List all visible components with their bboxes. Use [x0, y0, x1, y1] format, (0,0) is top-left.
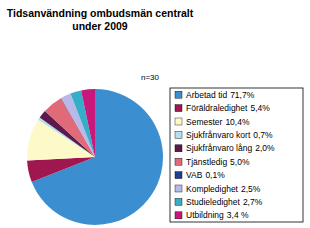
legend-swatch: [175, 105, 182, 112]
legend-entry: Sjukfrånvaro lång2,0%: [186, 143, 275, 153]
legend-entry: Studieledighet2,7%: [186, 197, 263, 207]
legend-swatch: [175, 158, 182, 165]
title-line: Tidsanvändning ombudsmän centralt: [7, 7, 194, 19]
legend-label: Tjänstledig: [186, 157, 227, 167]
legend-swatch: [175, 185, 182, 192]
legend-swatch: [175, 212, 182, 219]
legend-frame: [170, 88, 303, 222]
pie-slice: [27, 157, 95, 182]
legend-label: Studieledighet: [186, 197, 241, 207]
legend-value: 2,5%: [241, 184, 261, 194]
legend-label: Semester: [186, 117, 223, 127]
legend-value: 5,0%: [230, 157, 250, 167]
legend-value: 2,0%: [255, 143, 275, 153]
legend: Arbetad tid71,7%Föräldraledighet5,4%Seme…: [170, 88, 303, 222]
legend-label: Sjukfrånvaro kort: [186, 130, 251, 140]
legend-value: 0,1%: [205, 170, 225, 180]
legend-label: VAB: [186, 170, 203, 180]
legend-swatch: [175, 172, 182, 179]
title-line: under 2009: [72, 20, 128, 32]
legend-label: Kompledighet: [186, 184, 239, 194]
legend-entry: Utbildning3,4 %: [186, 210, 249, 220]
legend-swatch: [175, 145, 182, 152]
pie-slice: [81, 89, 95, 157]
background: [0, 0, 310, 228]
legend-entry: Tjänstledig5,0%: [186, 157, 250, 167]
legend-entry: Sjukfrånvaro kort0,7%: [186, 130, 273, 140]
legend-value: 71,7%: [230, 90, 255, 100]
pie: [27, 89, 163, 225]
legend-entry: Föräldraledighet5,4%: [186, 103, 270, 113]
legend-value: 0,7%: [253, 130, 273, 140]
legend-value: 3,4 %: [227, 210, 249, 220]
legend-swatch: [175, 131, 182, 138]
legend-entry: Semester10,4%: [186, 117, 250, 127]
legend-label: Sjukfrånvaro lång: [186, 143, 252, 153]
legend-value: 10,4%: [225, 117, 250, 127]
legend-entry: VAB0,1%: [186, 170, 225, 180]
legend-label: Utbildning: [186, 210, 224, 220]
legend-swatch: [175, 198, 182, 205]
legend-swatch: [175, 91, 182, 98]
legend-value: 5,4%: [250, 103, 270, 113]
legend-label: Arbetad tid: [186, 90, 227, 100]
legend-entry: Arbetad tid71,7%: [186, 90, 255, 100]
title: Tidsanvändning ombudsmän centraltunder 2…: [7, 7, 194, 32]
legend-label: Föräldraledighet: [186, 103, 248, 113]
legend-value: 2,7%: [243, 197, 263, 207]
legend-entry: Kompledighet2,5%: [186, 184, 261, 194]
annotation: n=30: [141, 73, 160, 82]
legend-swatch: [175, 118, 182, 125]
chart: Tidsanvändning ombudsmän centraltunder 2…: [0, 0, 310, 228]
